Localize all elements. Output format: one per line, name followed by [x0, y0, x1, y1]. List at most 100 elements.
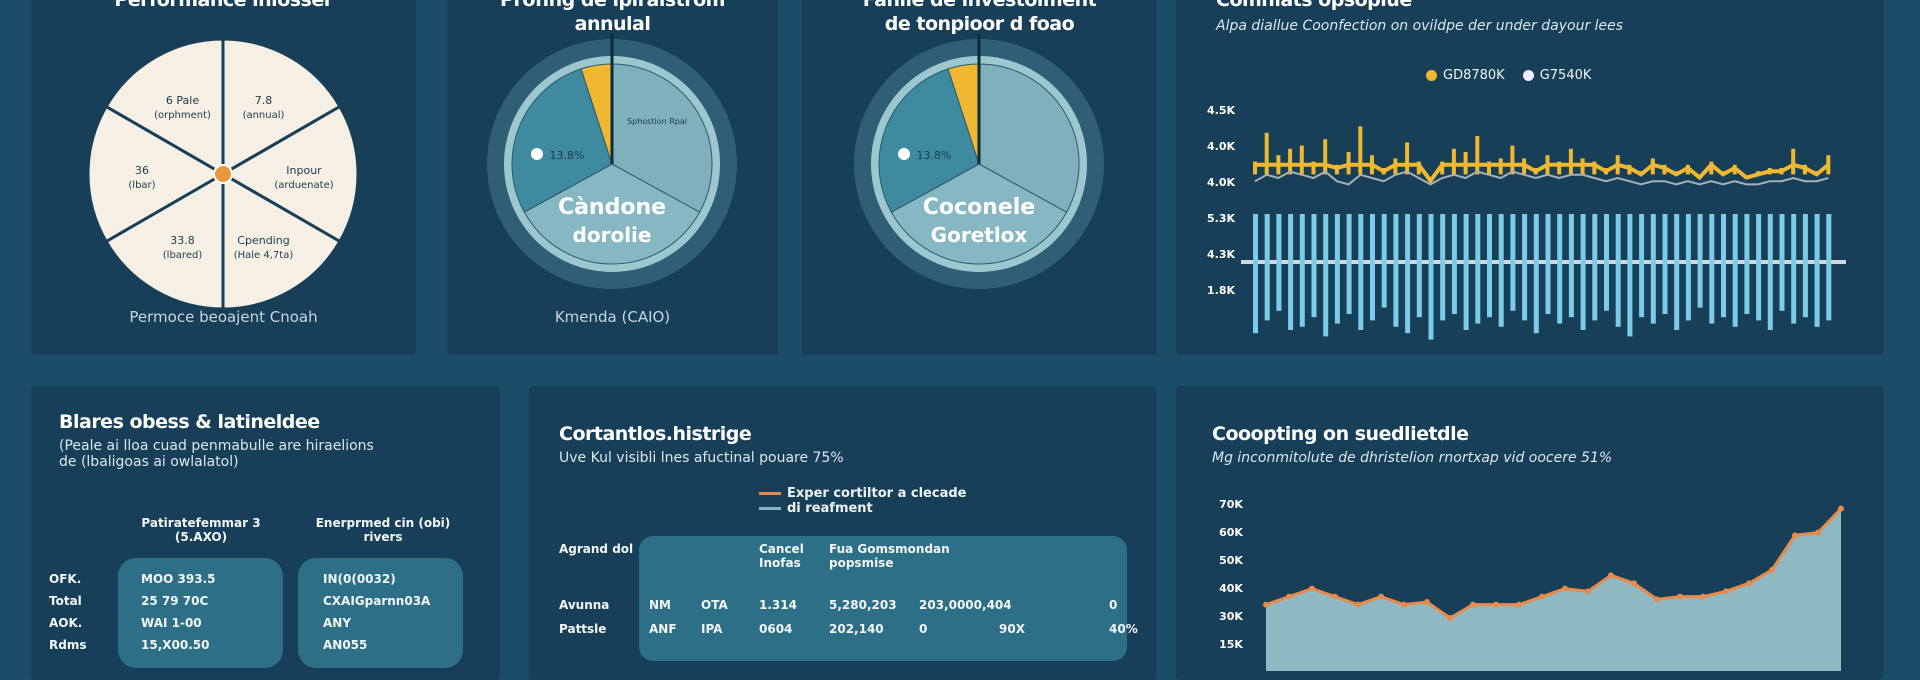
pie-chart: 7.8 (annual) Inpour (arduenate) Cpending (Hal… — [86, 37, 360, 311]
data-point — [1516, 601, 1522, 608]
donut-chart: Coconele Goretlox 13.8% — [854, 34, 1104, 289]
bar-positive — [1299, 145, 1304, 175]
bar-positive — [1568, 148, 1573, 175]
bar-negative — [1487, 214, 1492, 318]
table-cell: MOO 393.5 — [141, 572, 216, 586]
bar-negative — [1253, 214, 1258, 334]
data-point — [1286, 593, 1292, 600]
table-cell: 40% — [1109, 622, 1138, 636]
bar-positive — [1791, 148, 1796, 175]
y-tick-label: 15K — [1219, 638, 1243, 651]
panel-donut-2: Fanlie de investolment de tonpioor d foa… — [802, 0, 1157, 355]
bar-negative — [1802, 214, 1808, 318]
bar-positive — [1557, 161, 1562, 175]
bar-negative — [1463, 214, 1469, 330]
data-point — [1263, 601, 1269, 608]
bar-positive — [1405, 142, 1410, 175]
bar-negative — [1826, 214, 1832, 321]
row-label: Avunna — [559, 598, 610, 612]
bar-positive — [1311, 161, 1316, 175]
y-tick-label: 70K — [1219, 498, 1243, 511]
bar-negative — [1697, 214, 1703, 308]
bar-positive — [1487, 161, 1491, 175]
y-tick-label: 4.3K — [1207, 248, 1235, 261]
bar-negative — [1568, 214, 1574, 318]
center-label: dorolie — [573, 223, 652, 247]
data-point — [1424, 599, 1430, 605]
chart-title: Profing de ipiralstrom annulal — [500, 0, 725, 35]
data-point — [1309, 585, 1315, 592]
row-label: Rdms — [49, 638, 87, 652]
series-line-yellow — [1255, 162, 1830, 185]
chart-title: Fanlie de investolment de tonpioor d foa… — [862, 0, 1097, 35]
center-label: Coconele — [923, 195, 1035, 220]
chart-subtitle: Uve Kul visibli lnes afuctinal pouare 75… — [559, 450, 844, 466]
bar-negative — [1615, 214, 1621, 327]
bar-negative — [1674, 214, 1680, 330]
bar-positive — [1475, 136, 1480, 175]
panel-donut-1: Profing de ipiralstrom annulal Càndone do… — [447, 0, 778, 355]
bar-negative — [1451, 214, 1457, 314]
data-point — [1470, 601, 1476, 608]
y-tick-label: 4.0K — [1207, 176, 1235, 189]
panel-table-1: Blares obess & latineldee (Peale ai lloa… — [31, 386, 500, 680]
panel-table-2: Cortantlos.histrige Uve Kul visibli lnes… — [529, 386, 1157, 680]
slice-label: Sphostion Rpal — [627, 117, 687, 126]
bar-negative — [1791, 214, 1797, 324]
chart-title: Cooopting on suedlietdle — [1212, 423, 1469, 445]
legend-dot-yellow — [1426, 70, 1437, 81]
donut-chart: Càndone dorolie 13.8% Sphostion Rpal — [487, 34, 737, 289]
table-cell: 25 79 70C — [141, 594, 209, 608]
bar-negative — [1381, 214, 1387, 308]
table-card — [639, 536, 1127, 661]
pie-slice — [86, 104, 226, 244]
bar-positive — [1358, 126, 1363, 175]
marker-dot — [898, 148, 910, 160]
data-point — [1677, 593, 1683, 600]
data-point — [1838, 505, 1844, 512]
bar-negative — [1744, 214, 1750, 314]
data-point — [1562, 585, 1568, 592]
column-header: Enerprmed cin (obi) rivers — [315, 516, 451, 544]
y-tick-label: 4.5K — [1207, 104, 1235, 117]
chart-title: Cortantlos.histrige — [559, 423, 752, 445]
data-point — [1700, 593, 1706, 600]
bar-negative — [1498, 214, 1504, 327]
table-cell: 5,280,203 — [829, 598, 897, 612]
bar-negative — [1475, 214, 1481, 324]
slice-label: (arduenate) — [274, 180, 333, 191]
bar-negative — [1334, 214, 1340, 324]
table-cell: AN055 — [323, 638, 368, 652]
table-column-card — [298, 558, 463, 668]
pie-slice — [104, 37, 225, 177]
marker-dot — [531, 148, 543, 160]
bar-negative — [1627, 214, 1633, 337]
donut-slice — [523, 163, 701, 265]
slice-label: (annual) — [243, 110, 285, 121]
legend-item: G7540K — [1522, 68, 1591, 83]
bar-positive — [1826, 155, 1831, 175]
y-tick-label: 60K — [1219, 526, 1243, 539]
row-label: Pattsle — [559, 622, 607, 636]
chart-footer: Permoce beoajent Cnoah — [129, 308, 318, 326]
donut-slice — [878, 68, 980, 213]
table-cell: 0 — [1109, 598, 1118, 612]
bar-negative — [1522, 214, 1528, 321]
table-cell: NM — [649, 598, 671, 612]
slice-label: 6 Pale — [166, 94, 199, 107]
data-point — [1401, 601, 1407, 608]
slice-label: Cpending — [237, 234, 289, 247]
y-tick-label: 5.3K — [1207, 212, 1235, 225]
bar-negative — [1709, 214, 1715, 324]
bar-negative — [1346, 214, 1352, 314]
bar-positive — [1510, 145, 1515, 175]
y-tick-label: 50K — [1219, 554, 1243, 567]
data-point — [1355, 601, 1361, 608]
bar-negative — [1814, 214, 1820, 327]
bar-positive — [1709, 161, 1714, 175]
bar-positive — [1253, 161, 1257, 175]
table-cell: 90X — [999, 622, 1025, 636]
data-point — [1539, 593, 1545, 600]
bar-chart: 4.5K 4.0K 4.0K 5.3K 4.3K 1.8K — [1207, 104, 1846, 340]
legend-swatch-orange — [759, 492, 781, 495]
